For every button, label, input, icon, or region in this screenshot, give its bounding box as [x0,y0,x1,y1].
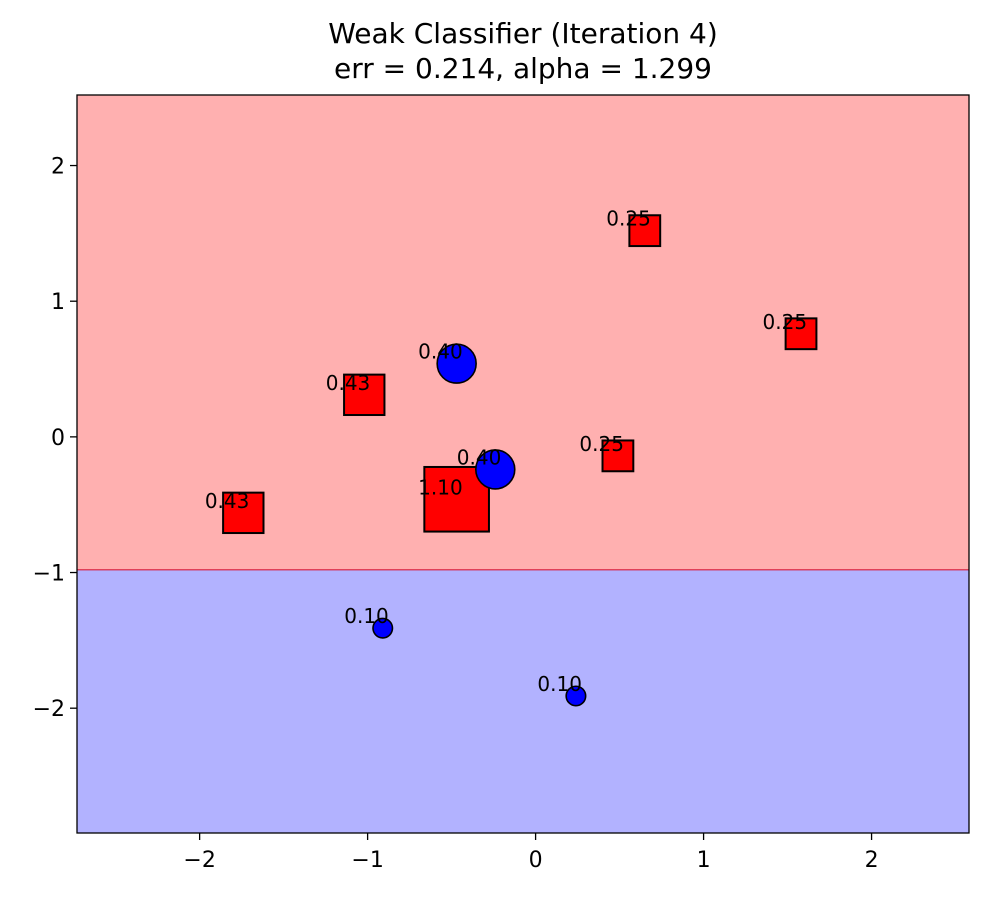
x-tick-label-1: −1 [351,848,383,873]
y-tick-label-2: 0 [51,426,65,451]
data-point-circle-9 [565,685,587,707]
region-upper [77,95,969,570]
data-label-3: 0.25 [579,432,624,456]
data-label-7: 0.40 [457,445,502,469]
data-label-4: 0.43 [205,489,250,513]
data-label-5: 1.10 [418,475,463,499]
y-tick-label-4: −2 [33,697,65,722]
y-tick-label-3: −1 [33,562,65,587]
chart-title: Weak Classifier (Iteration 4) [328,17,718,50]
data-point-square-3 [601,439,635,473]
y-tick-label-1: 1 [51,290,65,315]
region-lower [77,569,969,833]
data-point-circle-8 [372,617,394,639]
data-point-square-1 [784,317,818,351]
data-label-1: 0.25 [763,310,808,334]
x-tick-label-4: 2 [865,848,879,873]
data-label-0: 0.25 [606,207,651,231]
chart-subtitle: err = 0.214, alpha = 1.299 [334,52,712,85]
x-tick-label-3: 1 [697,848,711,873]
data-point-square-4 [222,491,265,535]
data-point-circle-7 [475,449,516,490]
data-point-square-2 [343,373,386,417]
data-point-square-5 [423,465,490,533]
x-tick-label-0: −2 [183,848,215,873]
data-label-8: 0.10 [344,604,389,628]
data-label-9: 0.10 [537,672,582,696]
data-label-6: 0.40 [418,340,463,364]
x-tick-label-2: 0 [529,848,543,873]
plot-frame [76,94,970,834]
y-tick-label-0: 2 [51,155,65,180]
data-point-square-0 [628,214,662,248]
plot-area: 0.25 0.25 0.43 0.25 0.43 1.10 0.40 0.40 0.10 0.10… [33,94,970,873]
data-point-circle-6 [436,343,477,384]
data-label-2: 0.43 [326,371,371,395]
